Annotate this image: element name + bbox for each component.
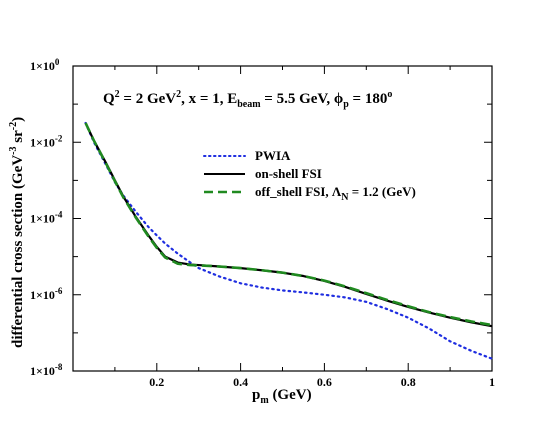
y-axis-title: differential cross section (GeV-3 sr-2) [8, 117, 26, 348]
x-tick-label: 0.4 [233, 375, 248, 389]
y-tick-label: 1×10-2 [30, 133, 63, 149]
x-axis-title: pm (GeV) [252, 387, 312, 406]
y-tick-label: 1×10-6 [30, 286, 63, 302]
annotation-text: Q2 = 2 GeV2, x = 1, Ebeam = 5.5 GeV, ϕp … [103, 89, 392, 110]
legend-label-off-shell: off_shell FSI, ΛN = 1.2 (GeV) [255, 184, 416, 203]
y-tick-label: 1×100 [30, 57, 60, 73]
ticks-layer: 0.2 0.4 0.6 0.8 1 1×100 1×10-2 1×10-4 1×10-6 1×10… [30, 57, 495, 389]
legend-label-on-shell: on-shell FSI [255, 166, 322, 181]
series-line-1 [84, 122, 493, 328]
legend-label-pwia: PWIA [255, 148, 291, 163]
x-tick-label: 0.2 [149, 375, 164, 389]
x-tick-label: 0.6 [317, 375, 332, 389]
y-tick-label: 1×10-8 [30, 362, 63, 378]
legend: PWIA on-shell FSI off_shell FSI, ΛN = 1.… [203, 148, 416, 203]
series-line-0 [84, 121, 494, 360]
series-layer [84, 121, 494, 360]
x-tick-label: 1 [489, 375, 495, 389]
x-tick-label: 0.8 [401, 375, 416, 389]
y-tick-label: 1×10-4 [30, 210, 63, 226]
